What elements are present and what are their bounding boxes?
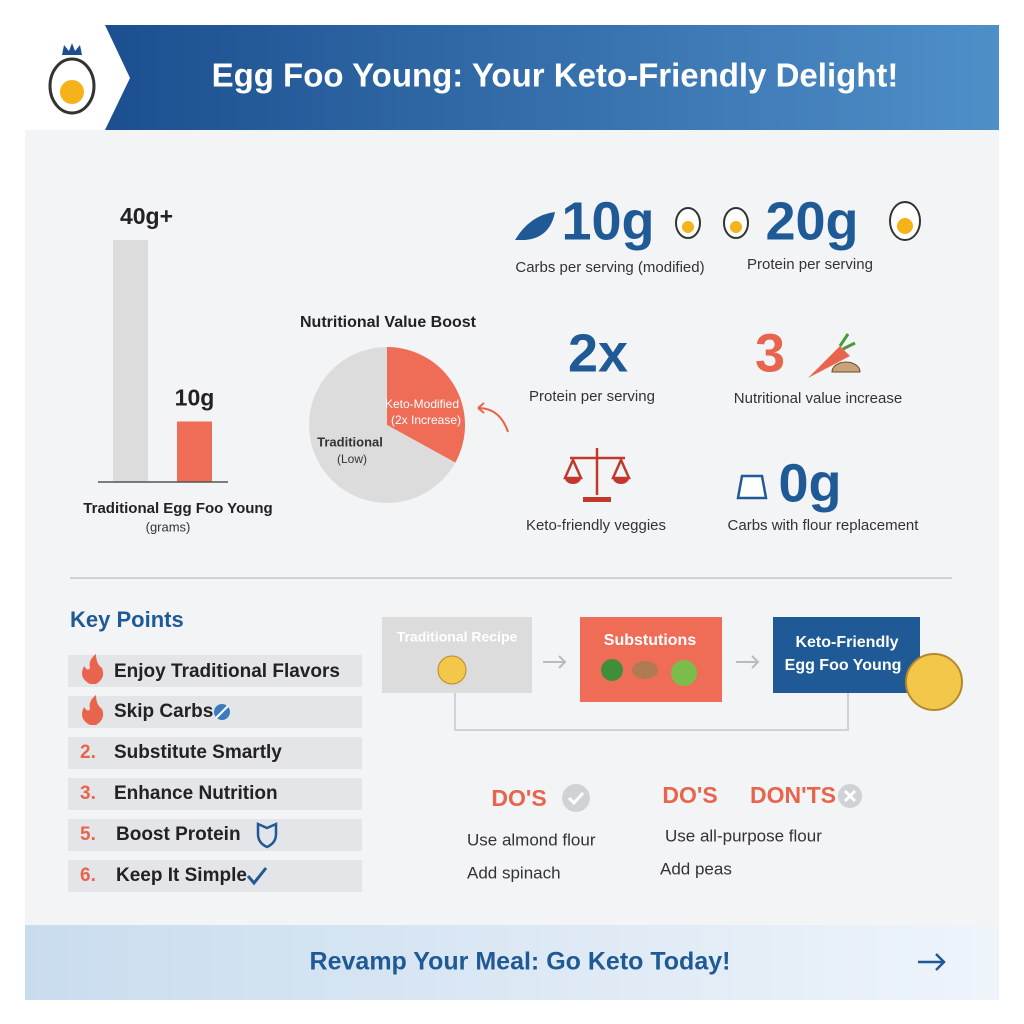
do-item: Add spinach [467, 863, 561, 882]
pie-slice [387, 347, 465, 463]
do-item: Use almond flour [467, 830, 596, 849]
dos-icons [562, 784, 862, 812]
pie-title: Nutritional Value Boost [300, 314, 477, 331]
stat-label: Keto-friendly veggies [526, 517, 666, 534]
bar-caption-note: (grams) [146, 519, 191, 534]
bar-value-label: 10g [175, 385, 215, 411]
bar-value-label: 40g+ [120, 203, 173, 229]
flow-shapes [382, 617, 963, 731]
bar-caption: Traditional Egg Foo Young [83, 500, 272, 517]
key-point: Boost Protein [116, 824, 241, 845]
stat-icons [515, 201, 921, 502]
stat-label: Nutritional value increase [734, 390, 902, 407]
footer-arrow[interactable] [918, 953, 946, 971]
key-point: Enjoy Traditional Flavors [114, 661, 340, 682]
bar [177, 421, 212, 482]
stat-value: 10g [561, 191, 654, 251]
key-point: Substitute Smartly [114, 742, 282, 763]
stat-value: 20g [765, 191, 858, 251]
stat-label: Carbs per serving (modified) [515, 259, 704, 276]
dont-item: Add peas [660, 859, 732, 878]
key-points-title: Key Points [70, 607, 184, 632]
dos-heading: DO'S [662, 782, 717, 808]
stat-label: Protein per serving [529, 388, 655, 405]
key-point-marker: 3. [80, 783, 96, 804]
key-point: Skip Carbs [114, 701, 213, 722]
key-point-marker: 5. [80, 824, 96, 845]
flow-step: Keto-Friendly [795, 634, 898, 651]
key-point: Keep It Simple [116, 865, 247, 886]
pie-slice [308, 347, 456, 503]
stat-value: 0g [778, 453, 841, 513]
flow-step: Traditional Recipe [397, 629, 518, 645]
header-banner [105, 25, 999, 130]
bar [113, 240, 148, 482]
donts-heading: DON'TS [750, 782, 836, 808]
egg-logo [48, 43, 96, 115]
dont-item: Use all-purpose flour [665, 826, 822, 845]
stat-label: Protein per serving [747, 256, 873, 273]
title: Egg Foo Young: Your Keto-Friendly Deligh… [212, 57, 899, 94]
key-point-marker: 2. [80, 742, 96, 763]
key-point-rows [68, 654, 362, 892]
pie-arrow [477, 402, 509, 433]
dos-heading: DO'S [491, 785, 546, 811]
stat-value: 3 [755, 323, 785, 383]
pie-label-note: (2x Increase) [391, 413, 461, 427]
key-point-marker: 6. [80, 865, 96, 886]
stat-label: Carbs with flour replacement [728, 517, 920, 534]
pie-label: Keto-Modified [385, 397, 459, 411]
pie-label: Traditional [317, 434, 383, 449]
pie-chart [308, 347, 465, 503]
flow-step: Substutions [604, 632, 697, 649]
flow-step: Egg Foo Young [785, 657, 902, 674]
bar-chart: 40g+ 10g [113, 203, 214, 482]
stat-value: 2x [568, 323, 628, 383]
footer-cta[interactable]: Revamp Your Meal: Go Keto Today! [310, 948, 731, 976]
footer-band [25, 925, 999, 1000]
pie-label-note: (Low) [337, 452, 367, 466]
key-point: Enhance Nutrition [114, 783, 278, 804]
